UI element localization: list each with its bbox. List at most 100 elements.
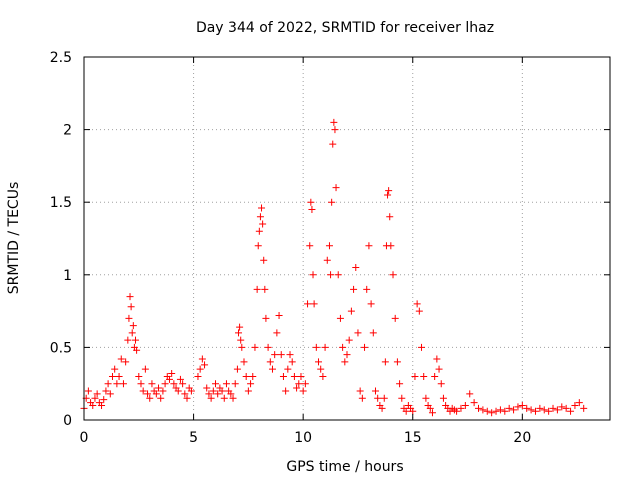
data-point xyxy=(170,380,178,388)
data-point xyxy=(282,387,290,395)
data-point xyxy=(310,300,318,308)
data-point xyxy=(433,355,441,363)
data-point xyxy=(174,387,182,395)
data-point xyxy=(214,390,222,398)
data-point xyxy=(201,361,209,369)
data-point xyxy=(253,285,261,293)
data-point xyxy=(479,406,487,414)
data-point xyxy=(266,358,274,366)
axis-ticks: 0 5 10 15 20 0 0.5 1 1.5 2 2.5 xyxy=(50,50,610,446)
data-point xyxy=(386,213,394,221)
data-point xyxy=(176,375,184,383)
chart-title: Day 344 of 2022, SRMTID for receiver lha… xyxy=(196,20,494,36)
data-point xyxy=(137,380,145,388)
data-point xyxy=(183,394,191,402)
data-point xyxy=(384,191,392,199)
gridlines xyxy=(84,57,610,420)
data-point xyxy=(453,407,461,415)
data-point xyxy=(148,380,156,388)
x-axis-label: GPS time / hours xyxy=(286,459,403,475)
data-point xyxy=(334,271,342,279)
data-point xyxy=(262,314,270,322)
data-point xyxy=(323,256,331,264)
data-point xyxy=(336,314,344,322)
data-point xyxy=(277,351,285,359)
data-point xyxy=(328,198,336,206)
data-point xyxy=(439,394,447,402)
data-point xyxy=(196,365,204,373)
data-point xyxy=(102,387,110,395)
y-tick-label: 1.5 xyxy=(50,195,72,211)
data-point xyxy=(91,394,99,402)
data-point xyxy=(321,343,329,351)
data-point xyxy=(187,387,195,395)
data-point xyxy=(290,372,298,380)
data-point xyxy=(127,303,135,311)
data-point xyxy=(251,343,259,351)
data-point xyxy=(347,307,355,315)
data-point xyxy=(161,380,169,388)
data-point xyxy=(309,271,317,279)
data-point xyxy=(233,365,241,373)
data-point xyxy=(135,372,143,380)
data-point xyxy=(527,406,535,414)
data-point xyxy=(308,205,316,213)
data-point xyxy=(562,404,570,412)
data-point xyxy=(361,343,369,351)
data-point xyxy=(470,399,478,407)
data-point xyxy=(365,242,373,250)
data-point xyxy=(258,204,266,212)
data-point xyxy=(297,372,305,380)
data-point xyxy=(518,401,526,409)
data-point xyxy=(341,358,349,366)
data-point xyxy=(435,365,443,373)
data-point xyxy=(330,118,338,126)
data-point xyxy=(374,394,382,402)
data-point xyxy=(240,358,248,366)
y-tick-label: 0 xyxy=(63,413,72,429)
data-point xyxy=(461,401,469,409)
data-point xyxy=(229,394,237,402)
data-point xyxy=(488,409,496,417)
data-point xyxy=(317,365,325,373)
data-point xyxy=(426,404,434,412)
data-point xyxy=(207,394,215,402)
data-point xyxy=(256,213,264,221)
data-point xyxy=(108,372,116,380)
data-point xyxy=(235,329,243,337)
data-point xyxy=(126,293,134,301)
data-point xyxy=(115,372,123,380)
data-point xyxy=(540,406,548,414)
data-point xyxy=(420,372,428,380)
data-point xyxy=(144,390,152,398)
data-point xyxy=(381,358,389,366)
data-point xyxy=(363,285,371,293)
data-point xyxy=(483,407,491,415)
data-point xyxy=(288,358,296,366)
data-point xyxy=(536,404,544,412)
data-point xyxy=(124,336,132,344)
data-point xyxy=(179,380,187,388)
data-point xyxy=(231,380,239,388)
data-point xyxy=(575,399,583,407)
data-point xyxy=(475,404,482,412)
plot-frame xyxy=(83,56,611,421)
data-point xyxy=(319,372,327,380)
data-point xyxy=(345,336,353,344)
data-point xyxy=(358,394,366,402)
data-point xyxy=(457,404,465,412)
data-point xyxy=(212,380,219,388)
data-point xyxy=(312,343,320,351)
y-tick-label: 2.5 xyxy=(50,50,72,66)
data-point xyxy=(117,355,125,363)
data-point xyxy=(501,407,509,415)
data-point xyxy=(194,372,202,380)
data-point xyxy=(339,343,347,351)
data-point xyxy=(553,406,561,414)
data-point xyxy=(393,358,401,366)
data-point xyxy=(396,380,404,388)
data-point xyxy=(549,404,557,412)
data-point xyxy=(128,329,136,337)
data-point xyxy=(255,227,263,235)
